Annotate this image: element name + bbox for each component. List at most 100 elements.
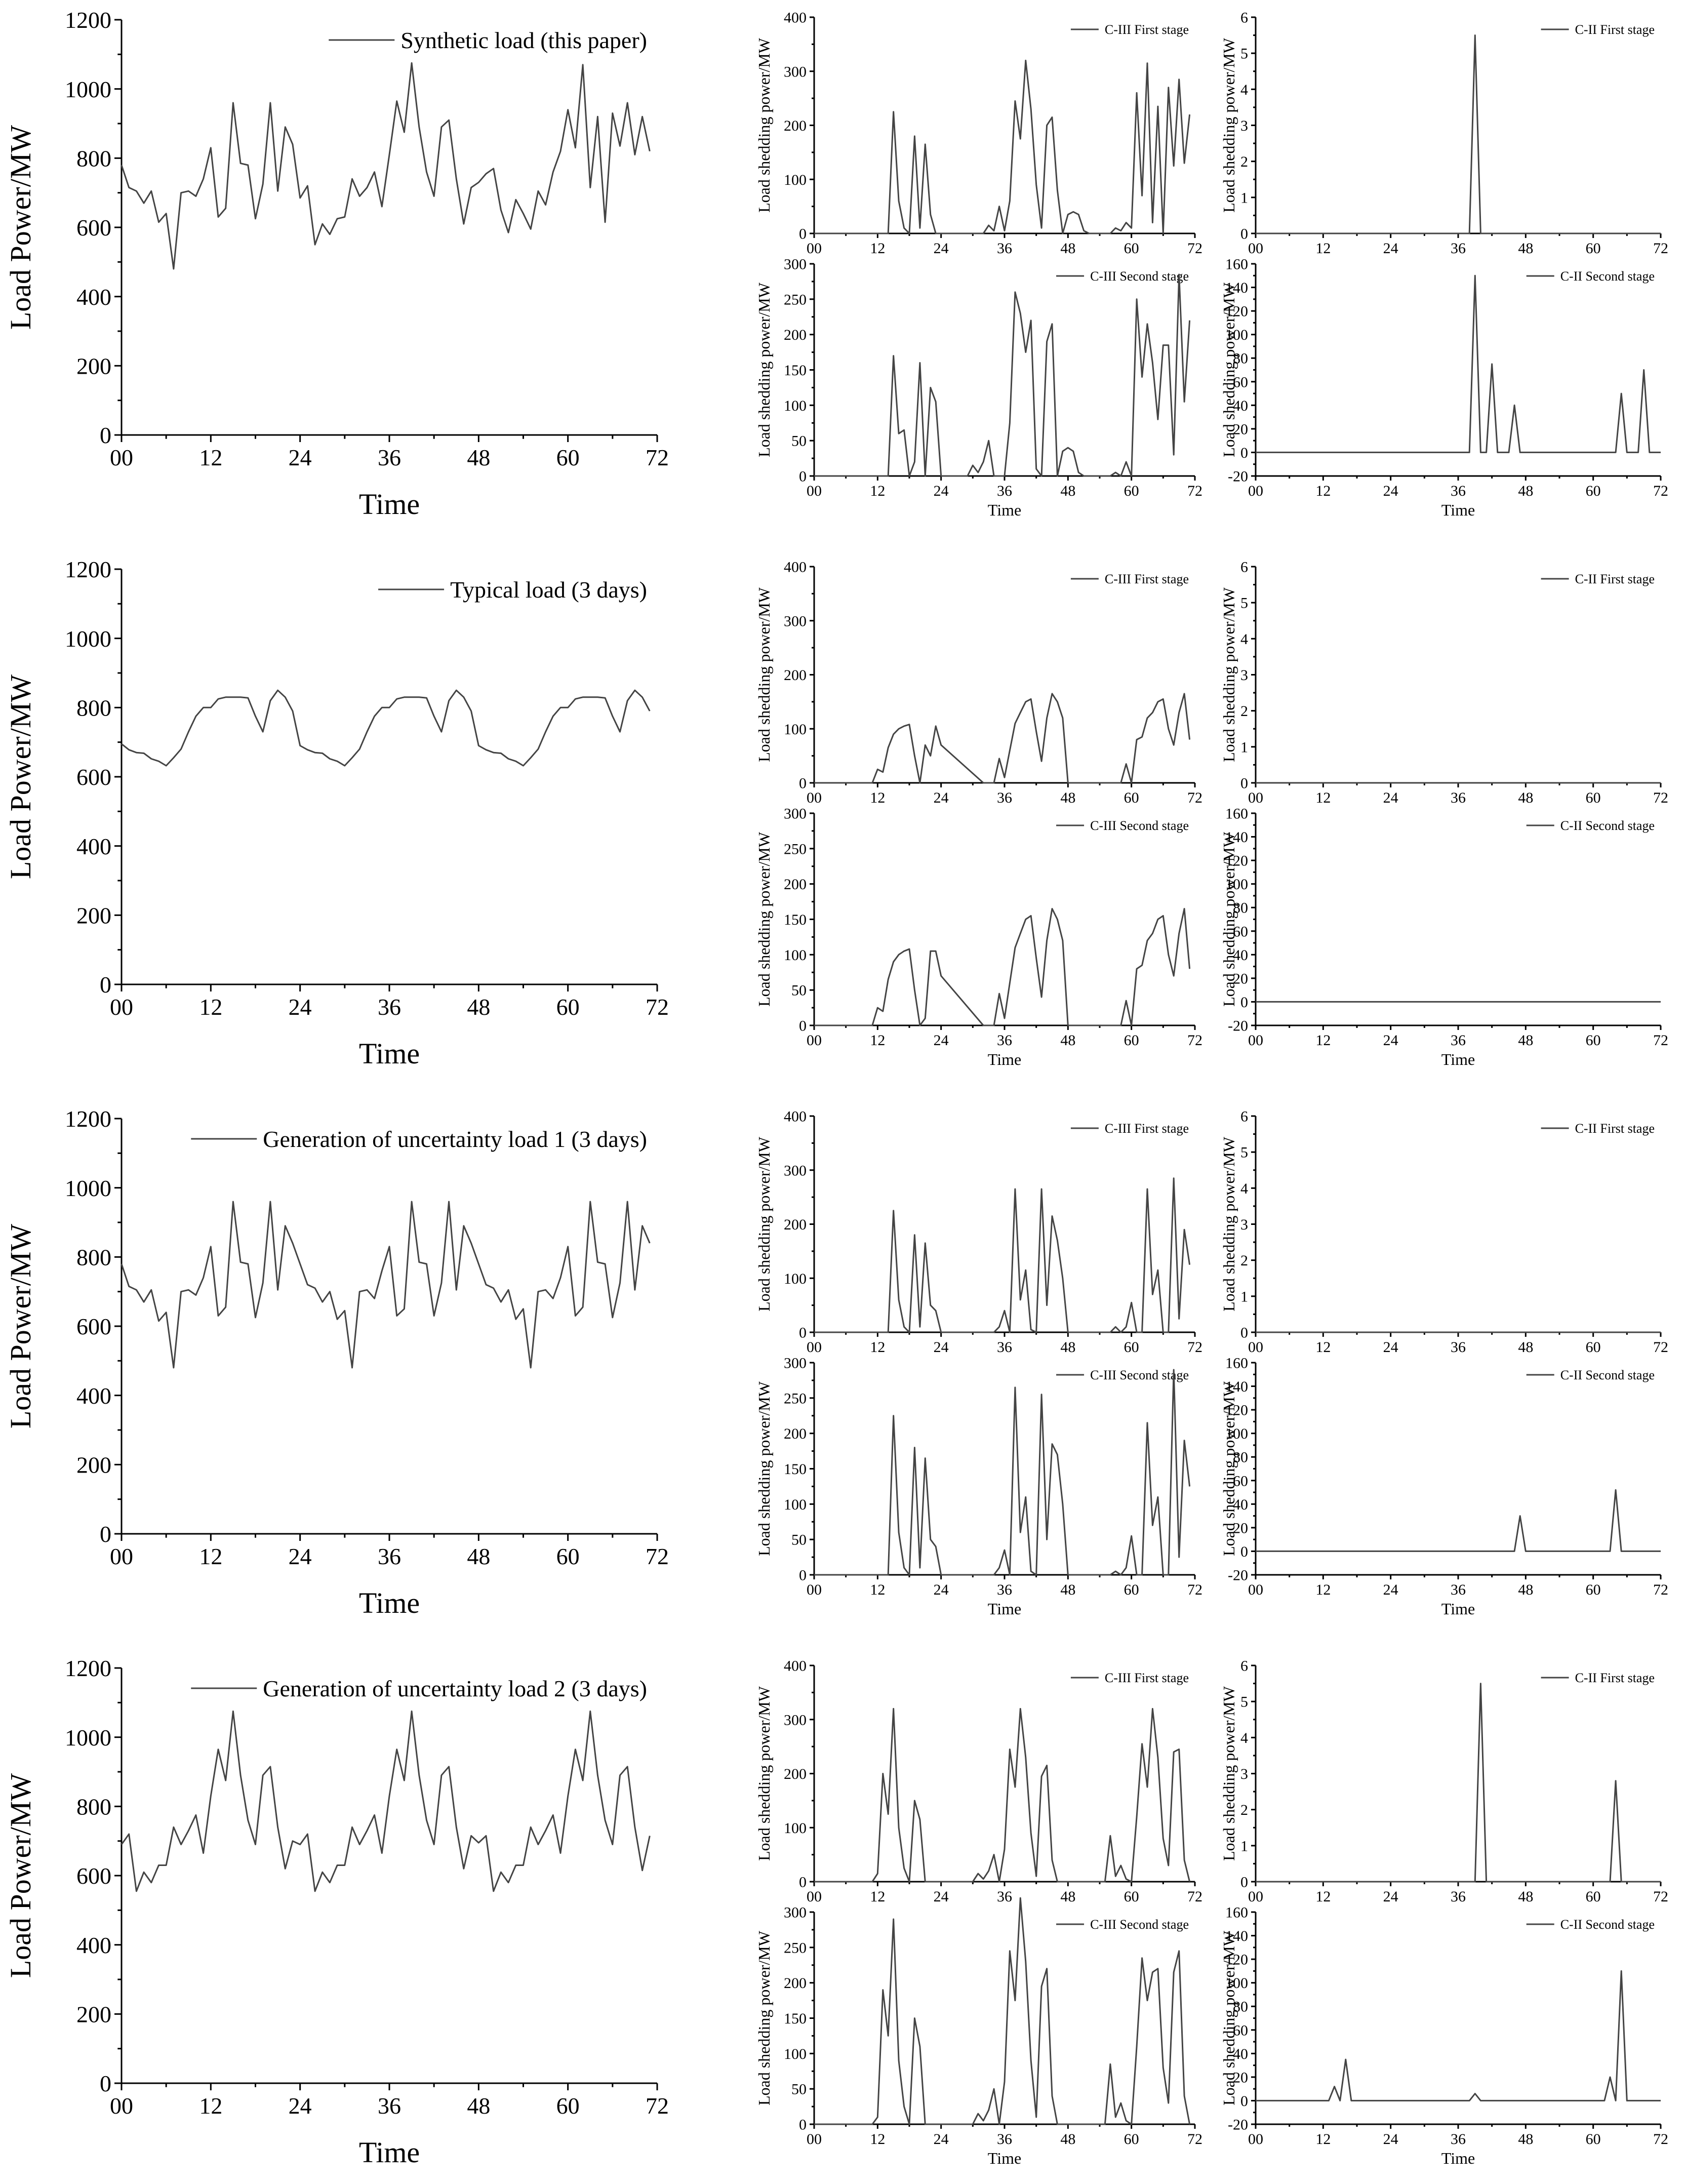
chart-4-c-iii-first-stage: 00 12 24 36 48 60 72 0 100 200 300 400 Load shedding… (755, 1658, 1202, 1905)
y-tick-label: 250 (784, 1390, 807, 1407)
x-tick-label: 12 (1315, 1581, 1331, 1598)
x-tick-label: 60 (1124, 483, 1139, 499)
y-tick-label: 150 (784, 362, 807, 379)
y-axis-label: Load Power/MW (4, 125, 37, 330)
y-tick-label: 300 (784, 63, 807, 80)
x-tick-label: 12 (1315, 789, 1331, 806)
x-tick-label: 36 (997, 2131, 1012, 2148)
legend-label: C-III First stage (1105, 1121, 1189, 1136)
x-tick-label: 48 (1060, 1032, 1075, 1049)
x-tick-label: 24 (934, 1581, 949, 1598)
x-tick-label: 72 (1187, 483, 1202, 499)
y-tick-label: 100 (784, 721, 807, 738)
y-tick-label: 40 (1233, 1496, 1248, 1513)
x-tick-label: 00 (807, 1032, 822, 1049)
y-tick-label: 1000 (65, 626, 111, 652)
chart-4-c-ii-second-stage: 00 12 24 36 48 60 72 -20 0 20 40 60 80 100 120 140 160 Lo… (1220, 1904, 1668, 2168)
x-tick-label: 00 (110, 2093, 133, 2119)
x-tick-label: 48 (1518, 1888, 1533, 1905)
y-tick-label: 2 (1240, 1802, 1248, 1818)
y-axis-label: Load shedding power/MW (755, 831, 773, 1007)
x-tick-label: 36 (378, 2093, 401, 2119)
y-axis-label: Load Power/MW (4, 1224, 37, 1429)
x-tick-label: 48 (467, 2093, 490, 2119)
x-axis-label: Time (1441, 501, 1475, 519)
y-tick-label: 150 (784, 2010, 807, 2027)
x-tick-label: 24 (1383, 483, 1398, 499)
y-tick-label: 300 (784, 1904, 807, 1921)
y-tick-label: 2 (1240, 1252, 1248, 1269)
x-tick-label: 72 (1187, 789, 1202, 806)
y-tick-label: 2 (1240, 153, 1248, 170)
y-tick-label: 3 (1240, 117, 1248, 134)
y-tick-label: 80 (1233, 1999, 1248, 2015)
x-tick-label: 48 (1518, 240, 1533, 257)
x-tick-label: 00 (807, 1339, 822, 1356)
legend-label: C-II First stage (1575, 572, 1655, 586)
y-tick-label: 200 (76, 1452, 111, 1478)
y-tick-label: 50 (791, 2081, 807, 2098)
x-tick-label: 24 (934, 240, 949, 257)
y-tick-label: 0 (799, 1018, 807, 1035)
x-axis-label: Time (988, 2149, 1021, 2167)
chart-4-load: 00 12 24 36 48 60 72 0 200 400 600 800 1000 1200 Load … (4, 1655, 669, 2169)
x-tick-label: 00 (1248, 1032, 1263, 1049)
y-tick-label: 120 (1225, 853, 1248, 869)
y-tick-label: 1200 (65, 1106, 111, 1132)
x-tick-label: 36 (378, 1543, 401, 1569)
y-tick-label: 0 (799, 2117, 807, 2133)
y-tick-label: 20 (1233, 2069, 1248, 2086)
x-tick-label: 36 (378, 994, 401, 1020)
x-tick-label: 48 (467, 994, 490, 1020)
y-tick-label: 1200 (65, 1655, 111, 1681)
x-tick-label: 60 (1586, 789, 1601, 806)
chart-1-load: 00 12 24 36 48 60 72 0 200 400 600 800 1000 1200 Load … (4, 7, 669, 521)
y-axis-label: Load shedding power/MW (1220, 1381, 1238, 1556)
y-tick-label: 50 (791, 433, 807, 450)
x-tick-label: 12 (1315, 1339, 1331, 1356)
y-tick-label: 100 (1225, 1975, 1248, 1992)
x-tick-label: 48 (1060, 789, 1075, 806)
x-tick-label: 12 (1315, 1888, 1331, 1905)
y-tick-label: 160 (1225, 1904, 1248, 1921)
chart-3-c-iii-second-stage: 00 12 24 36 48 60 72 0 50 100 150 200 250 300 Load she… (755, 1355, 1202, 1618)
y-axis-label: Load shedding power/MW (755, 1686, 773, 1861)
y-tick-label: 150 (784, 911, 807, 928)
x-tick-label: 36 (1451, 1888, 1466, 1905)
x-tick-label: 72 (1653, 240, 1668, 257)
x-tick-label: 00 (1248, 1581, 1263, 1598)
x-tick-label: 72 (646, 1543, 669, 1569)
y-tick-label: 20 (1233, 970, 1248, 987)
x-tick-label: 72 (1653, 1581, 1668, 1598)
x-tick-label: 72 (646, 2093, 669, 2119)
x-tick-label: 24 (1383, 1581, 1398, 1598)
y-tick-label: 80 (1233, 1449, 1248, 1466)
x-tick-label: 36 (378, 445, 401, 470)
y-tick-label: 4 (1240, 1180, 1248, 1197)
y-tick-label: 60 (1233, 2022, 1248, 2039)
legend-label: C-II Second stage (1560, 1917, 1655, 1932)
y-tick-label: 250 (784, 1939, 807, 1956)
y-tick-label: 160 (1225, 256, 1248, 273)
legend-label: C-III First stage (1105, 1671, 1189, 1685)
x-tick-label: 24 (934, 1888, 949, 1905)
series-line (814, 908, 1191, 1026)
x-tick-label: 36 (1451, 1339, 1466, 1356)
y-tick-label: 100 (784, 947, 807, 964)
series-line (814, 1369, 1191, 1576)
x-tick-label: 60 (1124, 1032, 1139, 1049)
y-tick-label: 600 (76, 1314, 111, 1339)
y-tick-label: 140 (1225, 829, 1248, 846)
x-tick-label: 24 (934, 483, 949, 499)
legend-label: C-III Second stage (1090, 269, 1189, 284)
x-axis-label: Time (359, 1586, 420, 1619)
legend-label: C-III Second stage (1090, 1917, 1189, 1932)
x-tick-label: 24 (1383, 240, 1398, 257)
y-tick-label: 80 (1233, 900, 1248, 917)
y-tick-label: 150 (784, 1461, 807, 1478)
series-line (814, 273, 1191, 477)
x-tick-label: 72 (1187, 1339, 1202, 1356)
y-tick-label: 50 (791, 1532, 807, 1548)
y-tick-label: 0 (1240, 1543, 1248, 1560)
